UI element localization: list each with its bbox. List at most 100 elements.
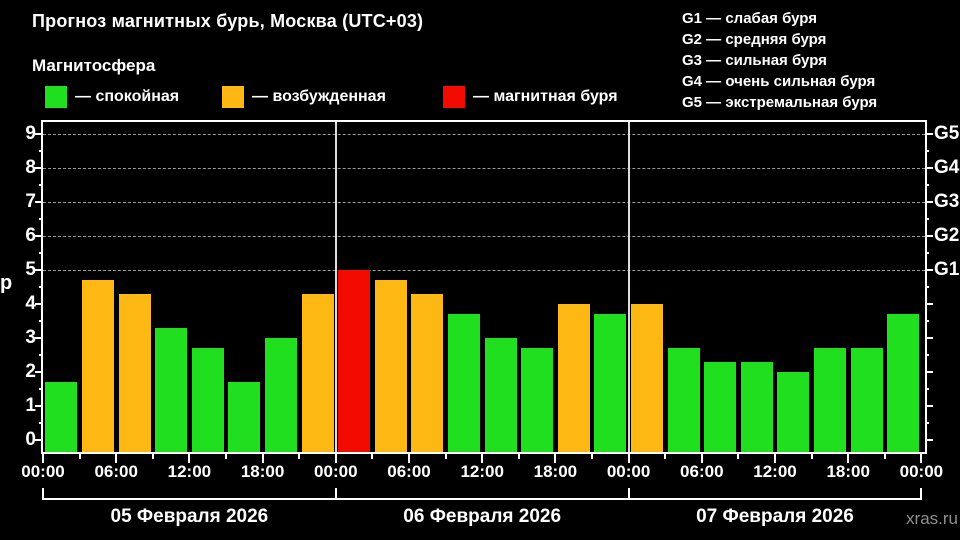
watermark-xras: xras.ru: [906, 509, 958, 528]
storm-scale-item-g5: G5 — экстремальная буря: [682, 94, 878, 111]
y-axis-minortick-right-1: [925, 388, 929, 390]
kp-bar-day1-h6: [118, 293, 151, 452]
y-axis-label-0: 0: [25, 429, 36, 450]
x-axis-label-2: 12:00: [167, 462, 212, 481]
kp-bar-day3-h12: [777, 372, 810, 452]
right-axis-label-g1: G1: [934, 259, 960, 280]
y-axis-tick-left-9: [35, 133, 43, 135]
kp-bar-day2-h3: [374, 280, 407, 452]
y-axis-tick-left-4: [35, 303, 43, 305]
y-axis-tick-left-8: [35, 167, 43, 169]
legend-label-storm: — магнитная буря: [473, 88, 618, 105]
y-axis-minortick-right-7: [925, 184, 929, 186]
legend-label-excited: — возбужденная: [252, 88, 386, 105]
y-axis-minortick-left-3: [39, 320, 43, 322]
y-axis-tick-left-0: [35, 439, 43, 441]
kp-bar-day3-h15: [813, 348, 846, 452]
x-axis-tick-69h: [883, 454, 886, 459]
y-axis-minortick-right-0: [925, 422, 929, 424]
date-label-day3: 07 Февраля 2026: [696, 506, 854, 527]
y-axis-tick-right-2: [925, 371, 933, 373]
y-axis-minortick-right-8: [925, 150, 929, 152]
y-axis-minortick-left-0: [39, 422, 43, 424]
y-axis-minortick-right-4: [925, 286, 929, 288]
y-axis-label-3: 3: [25, 327, 36, 348]
x-axis-tick-60h: [774, 454, 776, 463]
x-axis-label-3: 18:00: [240, 462, 285, 481]
legend-swatch-excited: [222, 86, 244, 108]
x-axis-label-4: 00:00: [314, 462, 358, 481]
date-label-day1: 05 Февраля 2026: [110, 506, 269, 527]
x-axis-tick-48h: [627, 454, 630, 463]
y-axis-tick-right-8: [925, 167, 933, 169]
y-axis-label-2: 2: [25, 361, 36, 382]
y-axis-minortick-left-8: [39, 150, 43, 152]
x-axis-label-10: 12:00: [753, 462, 797, 481]
magnetosphere-label: Магнитосфера: [32, 56, 156, 75]
y-axis-tick-right-4: [925, 303, 933, 305]
kp-bar-day3-h0: [630, 304, 663, 452]
x-axis-label-8: 00:00: [606, 462, 651, 481]
y-axis-label-7: 7: [25, 191, 36, 212]
y-axis-label-kp: р: [0, 272, 13, 294]
y-axis-tick-left-6: [35, 235, 43, 237]
y-axis-tick-right-6: [925, 235, 933, 237]
y-axis-label-8: 8: [25, 157, 36, 178]
date-bracket-tick-0: [42, 488, 44, 500]
x-axis-tick-72h: [920, 454, 923, 463]
y-axis-tick-left-3: [35, 337, 43, 339]
y-axis-tick-right-0: [925, 439, 933, 441]
right-axis-label-g3: G3: [934, 191, 960, 212]
x-axis-tick-45h: [591, 454, 593, 459]
date-bracket-tick-8: [334, 488, 337, 500]
y-axis-label-5: 5: [25, 259, 36, 280]
legend-swatch-storm: [443, 86, 465, 108]
y-axis-label-4: 4: [25, 293, 36, 314]
right-axis-label-g2: G2: [934, 225, 960, 246]
x-axis-label-6: 12:00: [460, 462, 504, 481]
y-axis-minortick-left-2: [39, 354, 43, 356]
y-axis-tick-left-1: [35, 405, 43, 407]
right-axis-label-g5: G5: [934, 123, 960, 144]
x-axis-label-9: 06:00: [680, 462, 724, 481]
y-axis-minortick-right-5: [925, 252, 929, 254]
x-axis-tick-42h: [554, 454, 557, 463]
x-axis-tick-15h: [225, 454, 227, 459]
y-axis-label-9: 9: [25, 123, 36, 144]
kp-bar-day2-h9: [447, 314, 480, 452]
x-axis-tick-63h: [810, 454, 813, 459]
x-axis-tick-51h: [664, 454, 667, 459]
x-axis-tick-18h: [261, 454, 264, 463]
gridline-kp6: [43, 236, 925, 237]
x-axis-tick-21h: [298, 454, 301, 459]
y-axis-tick-right-1: [925, 405, 933, 407]
day-separator-1: [334, 122, 337, 452]
kp-bar-day1-h0: [45, 382, 78, 452]
gridline-kp8: [43, 168, 925, 169]
storm-scale-item-g4: G4 — очень сильная буря: [682, 73, 876, 90]
date-label-day2: 06 Февраля 2026: [403, 506, 562, 527]
y-axis-tick-right-9: [925, 133, 933, 135]
y-axis-tick-right-3: [925, 337, 933, 339]
x-axis-tick-36h: [481, 454, 484, 463]
kp-bar-day2-h18: [557, 304, 590, 452]
x-axis-tick-12h: [188, 454, 191, 463]
y-axis-tick-left-2: [35, 371, 43, 373]
legend-row: — спокойная — возбужденная — магнитная бур…: [0, 85, 680, 111]
x-axis-tick-3h: [78, 454, 81, 459]
kp-bar-day2-h21: [594, 314, 627, 452]
x-axis-tick-66h: [847, 454, 850, 463]
kp-bar-day1-h15: [228, 382, 261, 452]
x-axis-tick-39h: [517, 454, 520, 459]
kp-bar-day3-h18: [850, 348, 883, 452]
date-bracket-line: [42, 498, 922, 500]
y-axis-minortick-left-6: [39, 218, 43, 220]
x-axis-tick-57h: [737, 454, 740, 459]
storm-scale-item-g1: G1 — слабая буря: [682, 10, 818, 27]
y-axis-label-6: 6: [25, 225, 36, 246]
legend-swatch-quiet: [45, 86, 67, 108]
x-axis-tick-24h: [334, 454, 337, 463]
x-axis-tick-27h: [371, 454, 374, 459]
gridline-kp5: [43, 270, 925, 271]
legend-label-quiet: — спокойная: [75, 88, 180, 105]
